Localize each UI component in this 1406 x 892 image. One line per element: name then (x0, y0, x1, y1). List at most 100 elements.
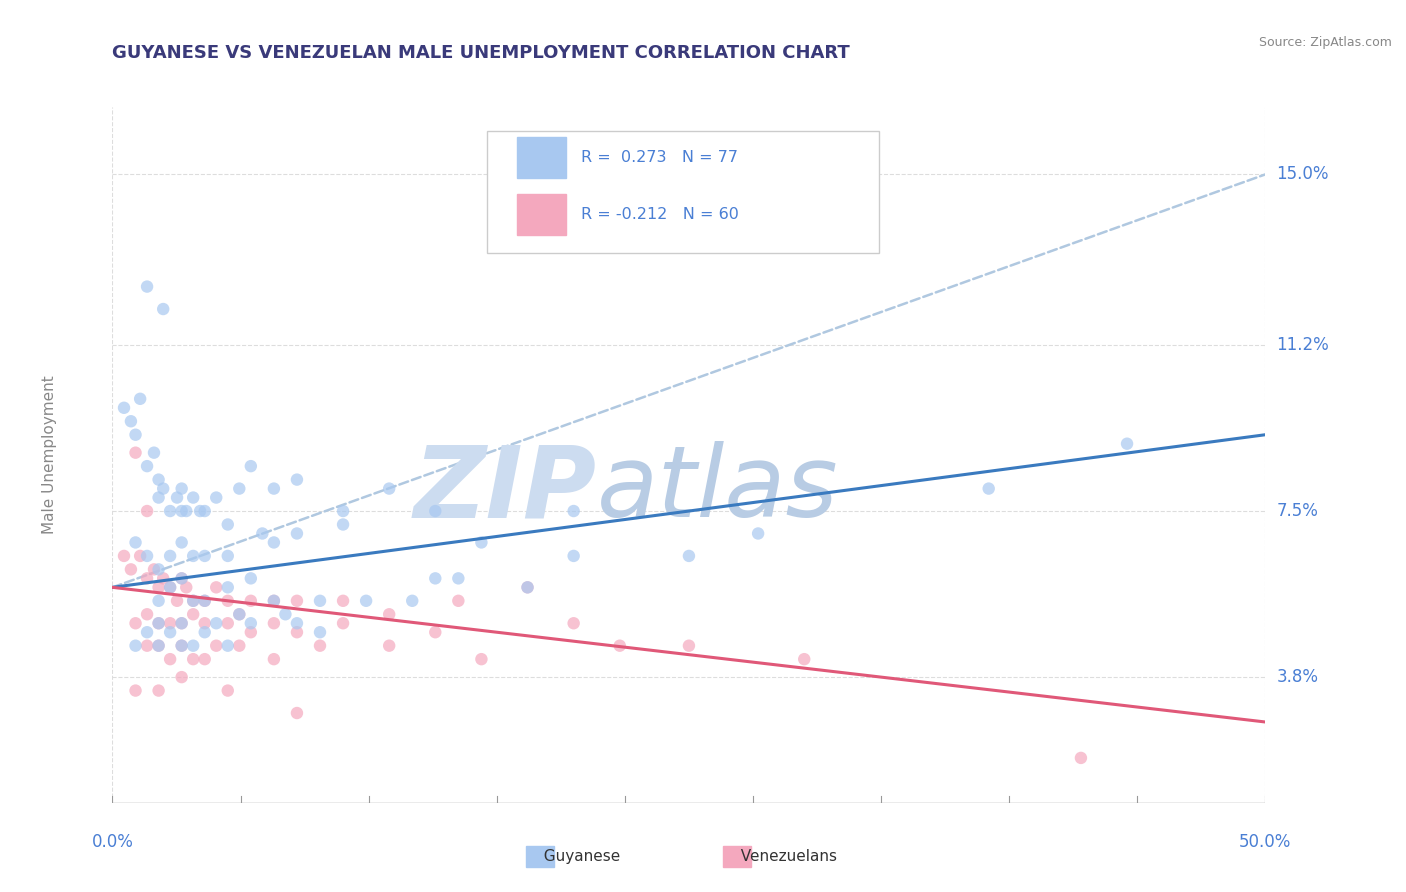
Point (205, 580, 228, 594)
Point (378, 482, 401, 496)
Point (136, 639, 159, 653)
Point (194, 549, 217, 563)
Point (239, 459, 262, 474)
Point (148, 491, 170, 505)
Point (274, 607, 297, 622)
Point (143, 562, 166, 576)
Point (217, 639, 239, 653)
Text: Male Unemployment: Male Unemployment (42, 376, 56, 534)
Point (1116, 436, 1139, 450)
Point (148, 683, 170, 698)
Point (285, 616, 308, 631)
Point (401, 594, 423, 608)
Point (516, 580, 538, 594)
Point (285, 526, 308, 541)
Point (120, 414, 142, 428)
Text: 0.0%: 0.0% (91, 833, 134, 851)
FancyBboxPatch shape (526, 846, 554, 867)
Point (239, 594, 262, 608)
Point (332, 504, 354, 518)
Point (285, 473, 308, 487)
Point (239, 625, 262, 640)
Point (285, 594, 308, 608)
FancyBboxPatch shape (723, 846, 751, 867)
Point (609, 639, 631, 653)
Point (136, 571, 159, 585)
Point (166, 594, 188, 608)
Point (188, 504, 211, 518)
Point (136, 625, 159, 640)
Point (170, 571, 193, 585)
Point (470, 535, 492, 549)
FancyBboxPatch shape (517, 194, 565, 235)
Point (152, 571, 174, 585)
Point (425, 571, 447, 585)
Point (136, 504, 159, 518)
Point (263, 616, 285, 631)
Point (239, 571, 262, 585)
FancyBboxPatch shape (486, 131, 879, 253)
Point (354, 594, 377, 608)
Point (194, 616, 217, 631)
Point (217, 517, 239, 532)
Text: ZIP: ZIP (413, 442, 596, 538)
Point (181, 594, 204, 608)
Point (217, 616, 239, 631)
Text: 11.2%: 11.2% (1277, 336, 1329, 354)
Point (1070, 751, 1092, 765)
Point (152, 482, 174, 496)
Point (263, 594, 285, 608)
Point (124, 639, 146, 653)
Point (120, 562, 142, 576)
Point (447, 594, 470, 608)
Point (129, 549, 152, 563)
Point (148, 639, 170, 653)
Text: Guyanese: Guyanese (534, 849, 620, 863)
Point (170, 616, 193, 631)
Point (217, 594, 239, 608)
Point (159, 580, 181, 594)
Point (181, 639, 204, 653)
Text: 3.8%: 3.8% (1277, 668, 1319, 686)
Point (205, 491, 228, 505)
Point (285, 706, 308, 720)
Point (148, 473, 170, 487)
Point (562, 549, 585, 563)
Point (309, 639, 332, 653)
Point (263, 594, 285, 608)
Text: R = -0.212   N = 60: R = -0.212 N = 60 (581, 207, 738, 222)
Point (194, 594, 217, 608)
Point (170, 616, 193, 631)
Text: Source: ZipAtlas.com: Source: ZipAtlas.com (1258, 36, 1392, 49)
Point (181, 652, 204, 666)
Point (309, 625, 332, 640)
Point (447, 571, 470, 585)
Point (205, 616, 228, 631)
Point (562, 616, 585, 631)
Point (136, 549, 159, 563)
Point (148, 616, 170, 631)
Point (170, 639, 193, 653)
Point (136, 459, 159, 474)
Point (977, 482, 1000, 496)
Point (678, 639, 700, 653)
Point (378, 607, 401, 622)
Point (159, 504, 181, 518)
Point (181, 549, 204, 563)
Point (159, 580, 181, 594)
Point (194, 504, 217, 518)
Point (170, 535, 193, 549)
Point (136, 607, 159, 622)
Text: R =  0.273   N = 77: R = 0.273 N = 77 (581, 150, 738, 165)
Point (228, 482, 250, 496)
Point (181, 491, 204, 505)
Point (425, 625, 447, 640)
Point (263, 535, 285, 549)
Point (148, 616, 170, 631)
Point (170, 639, 193, 653)
Point (309, 594, 332, 608)
Point (194, 652, 217, 666)
Point (194, 594, 217, 608)
Point (263, 482, 285, 496)
Text: atlas: atlas (596, 442, 838, 538)
